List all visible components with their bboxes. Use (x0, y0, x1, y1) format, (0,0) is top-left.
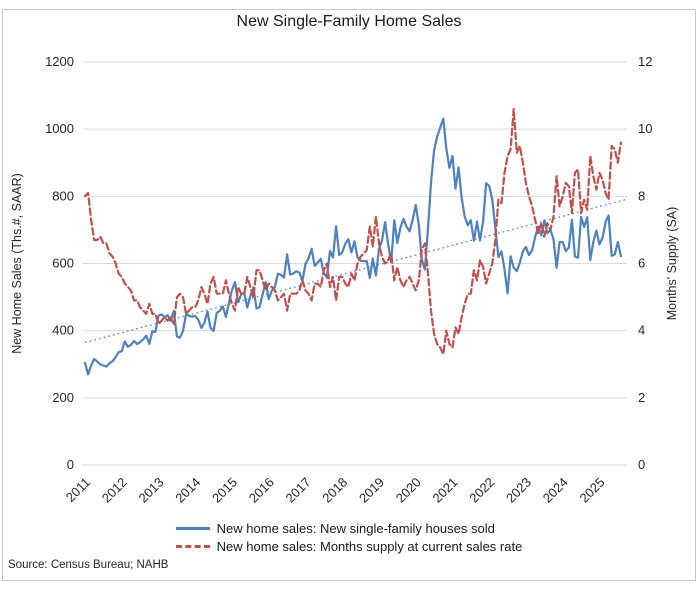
x-tick-label: 2017 (283, 475, 314, 506)
right-tick-label: 2 (638, 390, 645, 405)
legend-items: New home sales: New single-family houses… (175, 521, 523, 554)
left-tick-label: 800 (52, 188, 74, 203)
left-tick-label: 600 (52, 256, 74, 271)
x-tick-label: 2015 (209, 475, 240, 506)
x-tick-label: 2020 (393, 475, 424, 506)
x-tick-label: 2011 (63, 475, 93, 505)
x-tick-label: 2016 (246, 475, 277, 506)
right-tick-label: 12 (638, 54, 652, 69)
supply-line-swatch (175, 545, 210, 548)
left-tick-label: 1000 (45, 121, 74, 136)
x-tick-label: 2014 (172, 475, 203, 506)
right-tick-label: 10 (638, 121, 652, 136)
legend-label-sales: New home sales: New single-family houses… (216, 521, 495, 536)
x-tick-label: 2023 (503, 475, 534, 506)
left-axis-title: New Home Sales (Ths.#, SAAR) (10, 173, 24, 354)
right-tick-label: 0 (638, 457, 645, 472)
sales-series-line (83, 117, 623, 376)
left-tick-label: 1200 (45, 54, 74, 69)
right-tick-label: 6 (638, 256, 645, 271)
x-tick-label: 2018 (319, 475, 350, 506)
x-tick-label: 2013 (136, 475, 167, 506)
supply-series-line (83, 107, 623, 356)
x-tick-label: 2021 (430, 475, 461, 506)
left-tick-label: 200 (52, 390, 74, 405)
source-note: Source: Census Bureau; NAHB (8, 559, 169, 571)
x-tick-label: 2019 (356, 475, 387, 506)
right-tick-label: 4 (638, 323, 645, 338)
trend-line (84, 199, 626, 344)
chart-title: New Single-Family Home Sales (236, 13, 462, 30)
right-axis-title: Months' Supply (SA) (665, 207, 679, 321)
chart-legend: New home sales: New single-family houses… (0, 521, 698, 554)
left-tick-label: 400 (52, 323, 74, 338)
x-tick-label: 2022 (466, 475, 497, 506)
legend-item-supply: New home sales: Months supply at current… (175, 539, 523, 554)
legend-label-supply: New home sales: Months supply at current… (216, 539, 523, 554)
legend-item-sales: New home sales: New single-family houses… (175, 521, 495, 536)
sales-line-swatch (175, 527, 210, 530)
x-tick-label: 2012 (99, 475, 130, 506)
left-tick-label: 0 (67, 457, 74, 472)
x-tick-label: 2025 (577, 475, 608, 506)
x-tick-label: 2024 (540, 475, 571, 506)
right-tick-label: 8 (638, 188, 645, 203)
